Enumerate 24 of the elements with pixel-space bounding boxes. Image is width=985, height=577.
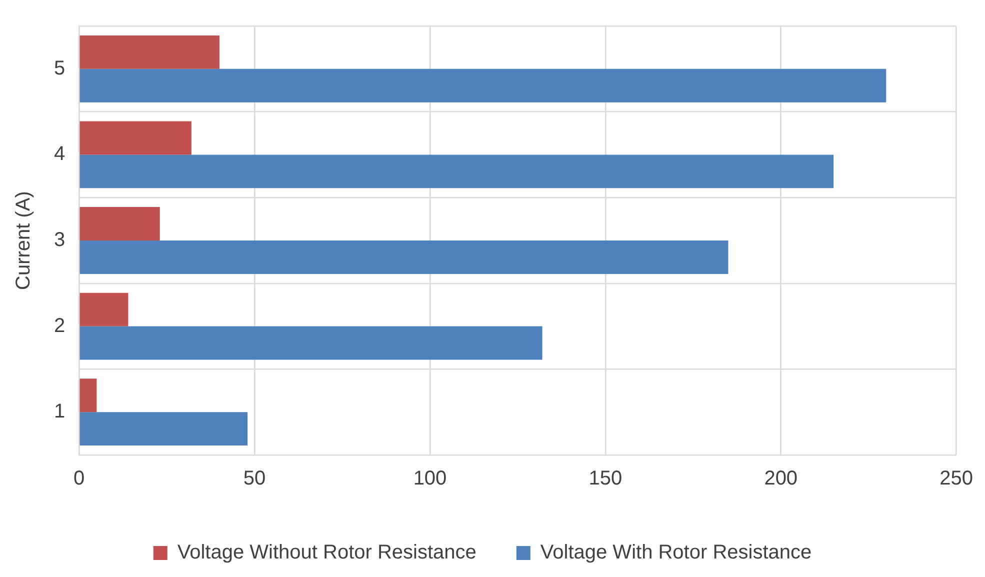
bar <box>80 207 160 240</box>
x-tick-label: 0 <box>74 468 85 490</box>
legend-label: Voltage Without Rotor Resistance <box>177 542 476 564</box>
x-tick-label: 50 <box>243 468 266 490</box>
bar <box>80 412 248 446</box>
bar <box>80 68 886 102</box>
y-tick-label: 1 <box>54 400 66 423</box>
bar <box>80 35 220 69</box>
bar <box>80 292 128 326</box>
y-axis-title: Current (A) <box>12 191 35 290</box>
y-tick-label: 2 <box>54 314 66 337</box>
x-tick-label: 100 <box>413 468 447 490</box>
bar <box>80 121 192 155</box>
bar <box>80 240 728 274</box>
bar <box>80 378 97 412</box>
legend-label: Voltage With Rotor Resistance <box>540 542 812 564</box>
x-tick-label: 200 <box>764 468 798 490</box>
y-tick-label: 5 <box>54 57 66 80</box>
bar <box>80 154 834 188</box>
y-tick-label: 4 <box>54 143 66 166</box>
x-tick-label: 250 <box>940 468 974 490</box>
y-tick-label: 3 <box>54 229 66 252</box>
bar <box>80 326 542 360</box>
x-tick-label: 150 <box>588 468 622 490</box>
